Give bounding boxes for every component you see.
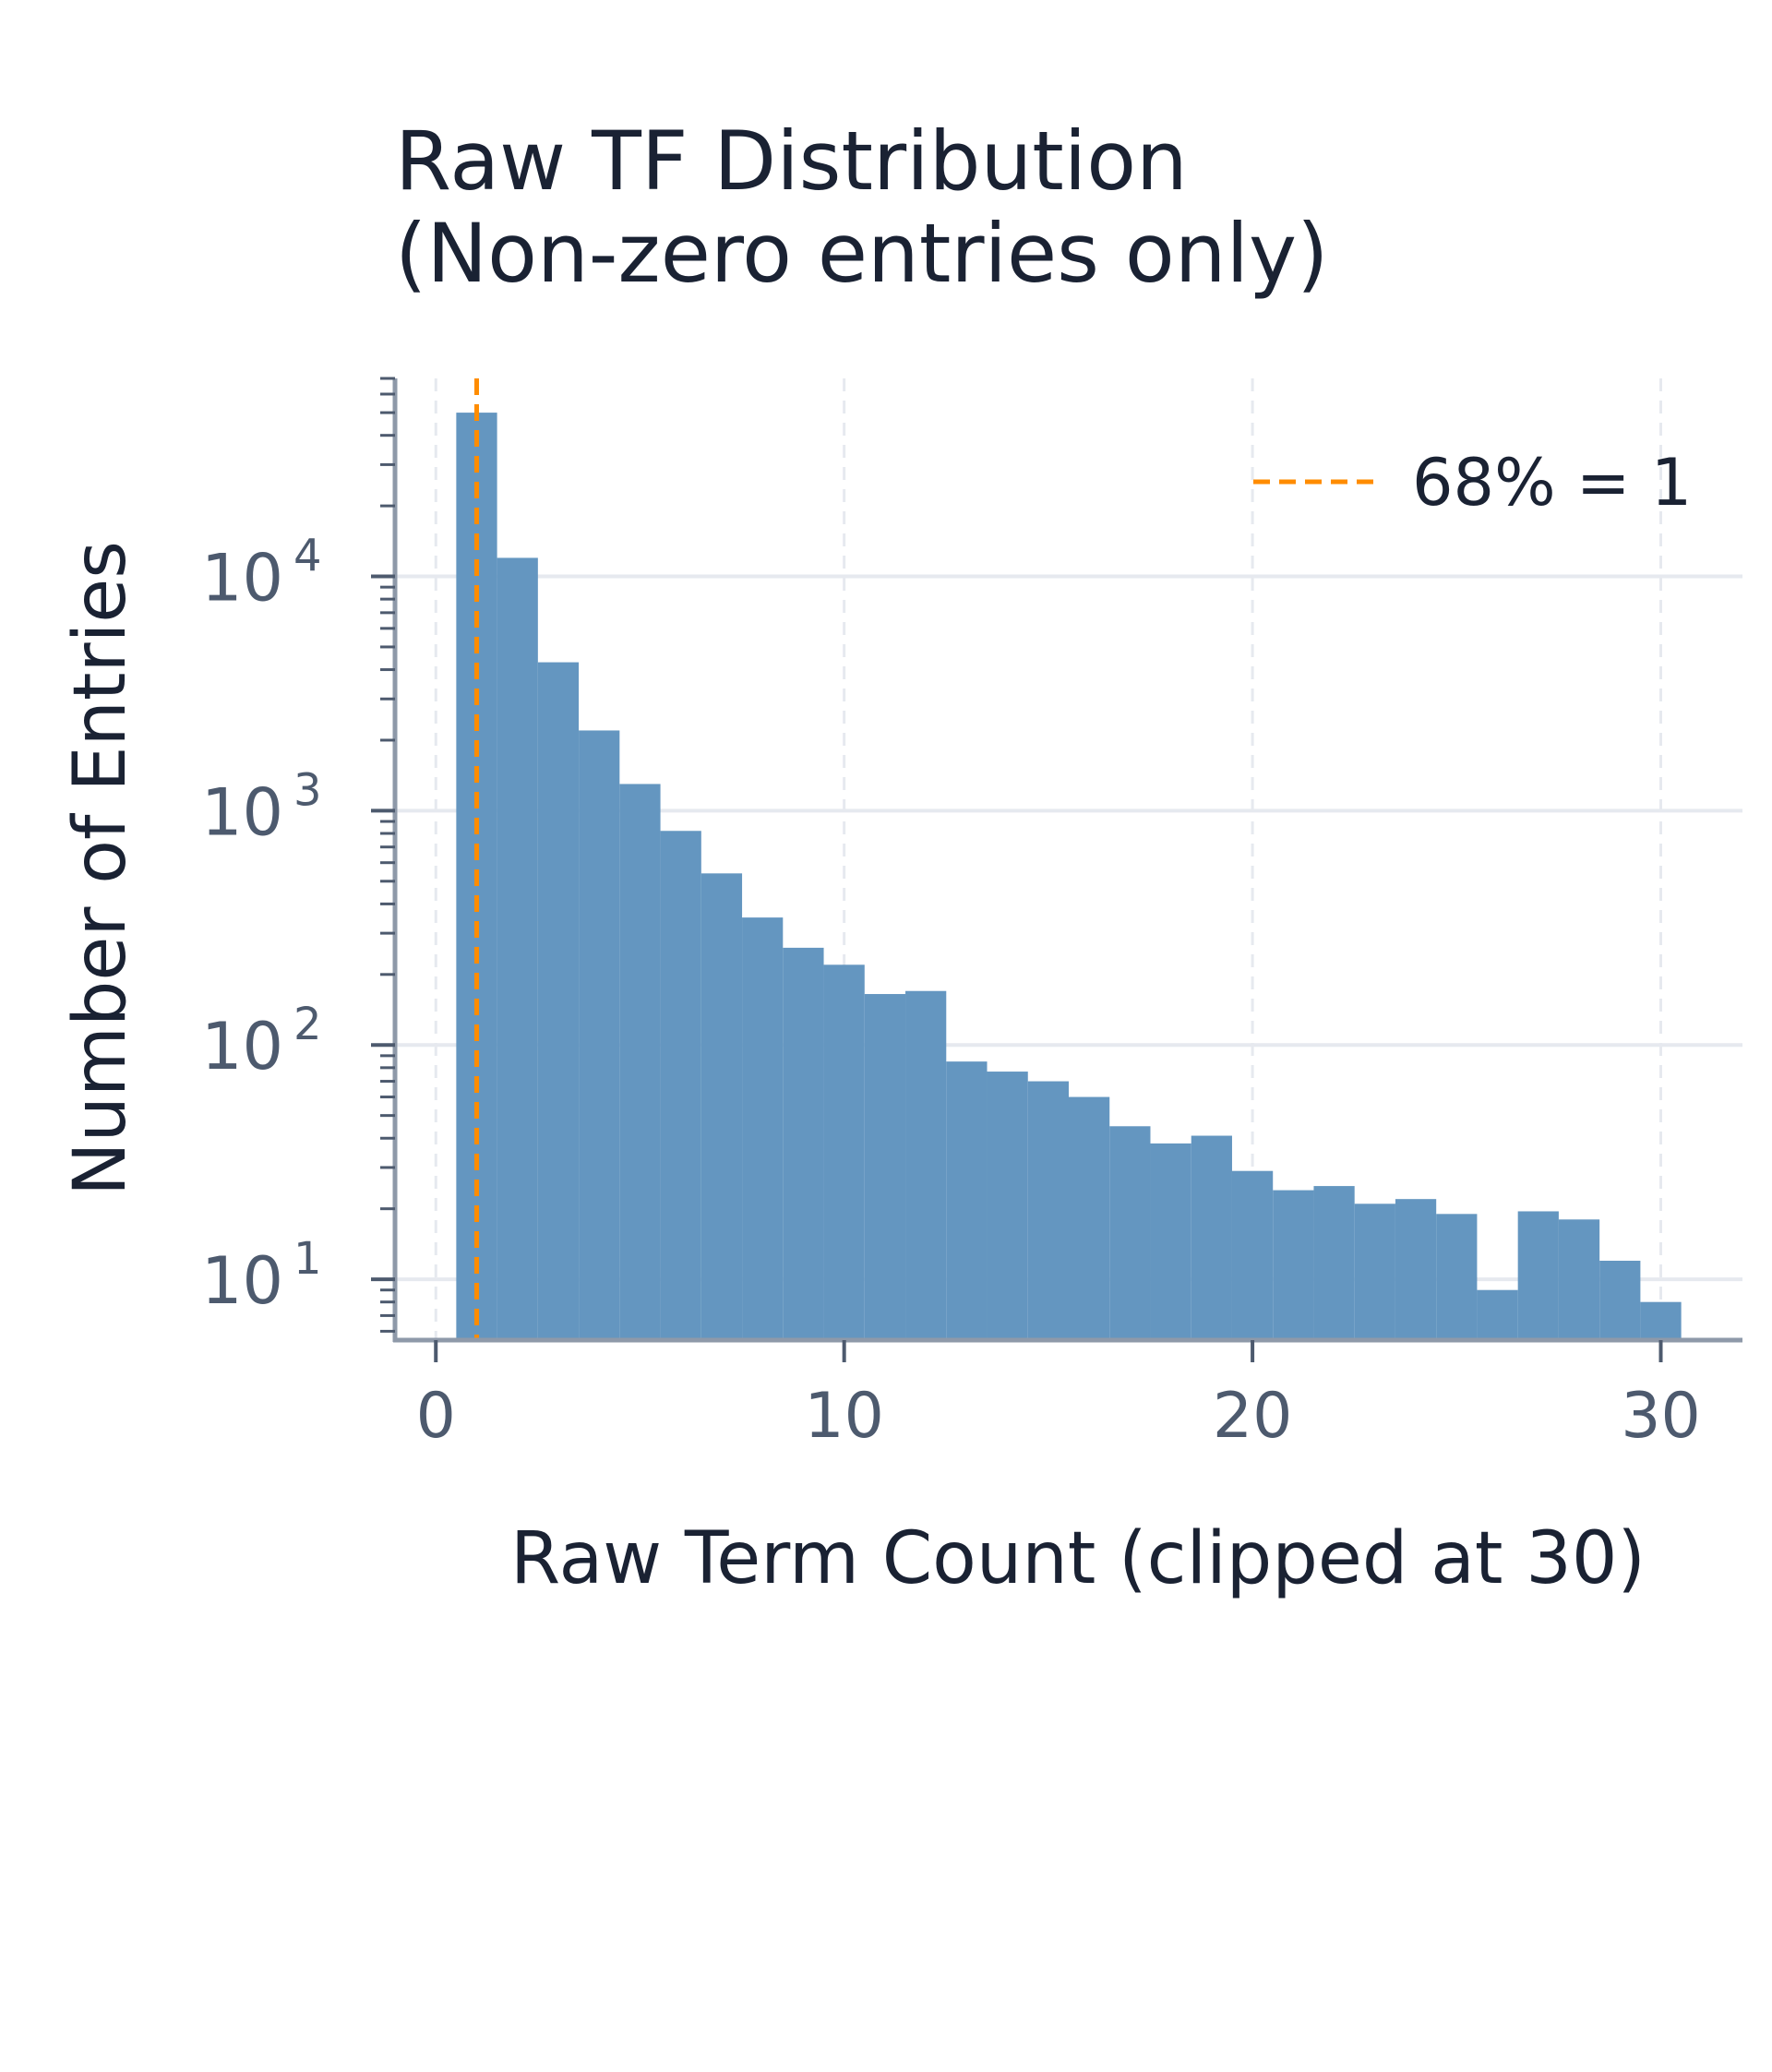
y-tick-label-base: 10 <box>201 1243 283 1319</box>
y-tick-label-exponent: 1 <box>293 1233 322 1285</box>
histogram-bar <box>660 831 701 1340</box>
histogram-bar <box>1640 1301 1682 1340</box>
axes <box>392 378 1742 1343</box>
histogram-bar <box>783 947 824 1340</box>
chart-title-line: (Non-zero entries only) <box>395 206 1328 301</box>
histogram-bar <box>864 994 906 1340</box>
y-tick-label-base: 10 <box>201 774 283 850</box>
y-axis-label: Number of Entries <box>59 541 142 1196</box>
histogram-bar <box>742 917 784 1340</box>
legend-threshold-label: 68% = 1 <box>1412 445 1692 521</box>
histogram-bar <box>1191 1135 1232 1340</box>
y-tick-label: 10 3 <box>201 764 322 850</box>
histogram-bar <box>1273 1190 1314 1340</box>
histogram-bars <box>456 413 1682 1340</box>
legend: 68% = 1 <box>1253 445 1692 521</box>
histogram-bar <box>1517 1211 1559 1340</box>
x-tick-label: 0 <box>416 1380 456 1453</box>
x-axis-label: Raw Term Count (clipped at 30) <box>510 1517 1646 1600</box>
histogram-bar <box>1231 1170 1274 1340</box>
y-tick-label-base: 10 <box>201 541 283 617</box>
histogram-bar <box>497 557 538 1340</box>
histogram-bar <box>946 1061 988 1340</box>
y-tick-label: 10 1 <box>201 1233 322 1319</box>
histogram-bar <box>905 990 947 1340</box>
histogram-bar <box>1558 1219 1600 1340</box>
histogram-bar <box>579 730 620 1340</box>
histogram-bar <box>1069 1096 1110 1340</box>
histogram-bar <box>1477 1289 1518 1340</box>
histogram-bar <box>1313 1186 1355 1340</box>
histogram-bar <box>1599 1260 1641 1340</box>
histogram-bar <box>1354 1204 1395 1340</box>
histogram-bar <box>619 784 661 1340</box>
y-tick-label-base: 10 <box>201 1009 283 1084</box>
histogram-bar <box>700 873 743 1340</box>
axis-labels: Raw Term Count (clipped at 30) Number of … <box>59 541 1646 1600</box>
histogram-bar <box>1027 1081 1069 1340</box>
histogram-bar <box>823 964 865 1340</box>
histogram-bar <box>1109 1126 1151 1340</box>
x-tick-label: 30 <box>1621 1380 1701 1453</box>
chart-title-line: Raw TF Distribution <box>395 114 1188 209</box>
histogram-bar <box>537 662 580 1340</box>
histogram-bar <box>987 1072 1028 1340</box>
histogram-bar <box>1150 1143 1191 1340</box>
histogram-bar <box>1395 1199 1437 1340</box>
y-tick-label: 10 4 <box>201 531 322 617</box>
histogram-bar <box>1436 1214 1478 1340</box>
y-tick-label-exponent: 2 <box>293 999 322 1050</box>
y-tick-label-exponent: 4 <box>293 531 322 582</box>
chart-title: Raw TF Distribution(Non-zero entries onl… <box>395 114 1328 301</box>
x-tick-label: 10 <box>804 1380 884 1453</box>
x-tick-label: 20 <box>1213 1380 1293 1453</box>
y-tick-label-exponent: 3 <box>293 764 322 816</box>
y-tick-label: 10 2 <box>201 999 322 1084</box>
